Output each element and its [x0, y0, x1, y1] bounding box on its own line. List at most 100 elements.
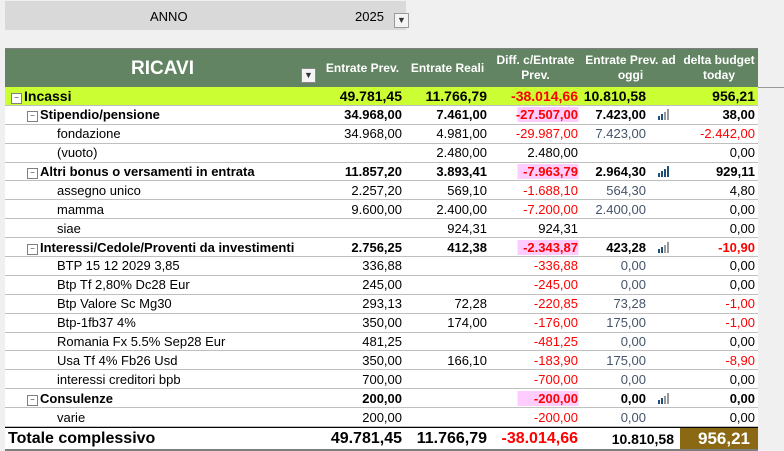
signal-bars-icon	[658, 392, 670, 404]
collapse-toggle-icon[interactable]: −	[11, 92, 22, 104]
cell-prev-ad-oggi	[581, 147, 680, 158]
category-row[interactable]: − Altri bonus o versamenti in entrata 11.8…	[5, 163, 758, 182]
anno-filter-value[interactable]: 2025	[355, 9, 384, 24]
row-label: Altri bonus o versamenti in entrata	[40, 164, 255, 179]
cell-entrate-prev: 336,88	[320, 258, 405, 273]
col-header-diff[interactable]: Diff. c/Entrate Prev.	[496, 53, 575, 82]
row-label: Btp-1fb37 4%	[57, 315, 136, 331]
cell-value: 924,31	[447, 220, 487, 236]
item-row[interactable]: Btp-1fb37 4% 350,00 174,00 -176,00 175,00 -1,…	[5, 314, 758, 333]
cell-diff: -7.963,79	[490, 164, 581, 179]
cell-delta-budget: 38,00	[680, 107, 758, 122]
item-row[interactable]: interessi creditori bpb 700,00 -700,00 0,00…	[5, 370, 758, 390]
cell-entrate-reali: 4.981,00	[405, 126, 490, 141]
item-row[interactable]: varie 200,00 -200,00 0,00 0,00	[5, 408, 758, 428]
cell-entrate-prev: 49.781,45	[320, 88, 405, 104]
category-row[interactable]: − Stipendio/pensione 34.968,00 7.461,00 -27.…	[5, 106, 758, 125]
cell-delta-budget: -10,90	[680, 240, 758, 255]
cell-value: 245,00	[362, 277, 402, 293]
row-filter-icon[interactable]: ▼	[301, 68, 316, 83]
item-row[interactable]: Romania Fx 5.5% Sep28 Eur 481,25 -481,25 0,…	[5, 333, 758, 352]
cell-prev-ad-oggi: 423,28	[581, 240, 680, 255]
category-row[interactable]: − Consulenze 200,00 -200,00 0,00 0,00	[5, 389, 758, 409]
cell-delta-budget: -1,00	[680, 296, 758, 311]
pivot-body: − Incassi 49.781,45 11.766,79 -38.014,66 10.8…	[5, 87, 758, 428]
cell-value: 0,00	[620, 258, 646, 274]
item-row[interactable]: Usa Tf 4% Fb26 Usd 350,00 166,10 -183,90 175…	[5, 351, 758, 371]
cell-diff: -29.987,00	[490, 126, 581, 141]
item-row[interactable]: assegno unico 2.257,20 569,10 -1.688,10 564,…	[5, 181, 758, 201]
cell-entrate-prev: 350,00	[320, 315, 405, 330]
item-row[interactable]: mamma 9.600,00 2.400,00 -7.200,00 2.400,00 0,…	[5, 200, 758, 220]
cell-value: -1,00	[725, 315, 755, 331]
cell-entrate-prev: 350,00	[320, 353, 405, 368]
cell-value: 73,28	[613, 296, 646, 312]
cell-entrate-prev: 700,00	[320, 372, 405, 387]
cell-value: 11.857,20	[344, 164, 402, 179]
filter-dropdown-icon[interactable]: ▼	[394, 13, 409, 28]
cell-value: -2.343,87	[523, 239, 578, 255]
cell-value: 924,31	[538, 220, 578, 236]
col-header-entrate-reali[interactable]: Entrate Reali	[410, 60, 485, 75]
category-row[interactable]: − Interessi/Cedole/Proventi da investimen…	[5, 238, 758, 258]
cell-entrate-reali: 166,10	[405, 353, 490, 368]
row-label-cell: varie	[5, 410, 320, 425]
row-label: Romania Fx 5.5% Sep28 Eur	[57, 334, 226, 350]
cell-value: 34.968,00	[344, 126, 402, 142]
collapse-toggle-icon[interactable]: −	[27, 394, 38, 406]
col-header-delta-budget[interactable]: delta budget today	[683, 53, 755, 82]
collapse-toggle-icon[interactable]: −	[27, 168, 38, 179]
row-label-cell: Romania Fx 5.5% Sep28 Eur	[5, 334, 320, 349]
collapse-toggle-icon[interactable]: −	[27, 111, 38, 123]
cell-value: 929,11	[715, 164, 755, 179]
item-row[interactable]: (vuoto) 2.480,00 2.480,00 0,00	[5, 144, 758, 163]
cell-value: 175,00	[606, 315, 646, 331]
cell-diff: -183,90	[490, 353, 581, 368]
row-label-cell: siae	[5, 221, 320, 236]
cell-entrate-reali: 3.893,41	[405, 164, 490, 179]
group-row[interactable]: − Incassi 49.781,45 11.766,79 -38.014,66 10.8…	[5, 87, 758, 106]
cell-value: -10,90	[718, 239, 755, 255]
row-label: varie	[57, 409, 86, 425]
collapse-toggle-icon[interactable]: −	[27, 243, 38, 255]
total-row: Totale complessivo 49.781,45 11.766,79 -…	[5, 427, 758, 451]
cell-diff: -200,00	[490, 390, 581, 406]
item-row[interactable]: fondazione 34.968,00 4.981,00 -29.987,00 7.4…	[5, 125, 758, 144]
cell-delta-budget: 0,00	[680, 410, 758, 425]
row-label: Btp Valore Sc Mg30	[57, 296, 172, 312]
cell-value: 0,00	[620, 334, 646, 350]
report-filter-bar: ANNO 2025 ▼	[5, 1, 409, 30]
cell-value: 350,00	[362, 352, 402, 368]
row-label-cell: assegno unico	[5, 183, 320, 198]
item-row[interactable]: BTP 15 12 2029 3,85 336,88 -336,88 0,00 0,00	[5, 257, 758, 276]
item-row[interactable]: Btp Valore Sc Mg30 293,13 72,28 -220,85 73,2…	[5, 295, 758, 314]
cell-delta-budget: 0,00	[680, 334, 758, 349]
item-row[interactable]: siae 924,31 924,31 0,00	[5, 219, 758, 239]
cell-delta-budget: -8,90	[680, 353, 758, 368]
col-header-prev-ad-oggi[interactable]: Entrate Prev. ad oggi	[585, 53, 676, 82]
cell-entrate-prev: 293,13	[320, 296, 405, 311]
cell-value: 11.766,79	[425, 87, 487, 104]
cell-diff: -245,00	[490, 277, 581, 292]
signal-bars-icon	[658, 241, 670, 253]
row-label-cell: Btp Valore Sc Mg30	[5, 296, 320, 311]
cell-value: 0,00	[620, 371, 646, 387]
cell-diff: -7.200,00	[490, 202, 581, 217]
cell-value: 7.423,00	[595, 107, 646, 123]
cell-entrate-reali: 2.480,00	[405, 145, 490, 160]
item-row[interactable]: Btp Tf 2,80% Dc28 Eur 245,00 -245,00 0,00 0,…	[5, 276, 758, 295]
cell-diff: -38.014,66	[490, 88, 581, 104]
row-label: Btp Tf 2,80% Dc28 Eur	[57, 277, 190, 293]
cell-value: 481,25	[362, 334, 402, 350]
cell-value: 4.981,00	[436, 126, 487, 142]
pivot-title: RICAVI ▼	[5, 49, 320, 87]
row-label: (vuoto)	[57, 145, 98, 161]
cell-value: 2.756,25	[351, 239, 402, 255]
cell-value: 0,00	[729, 334, 755, 350]
signal-bars-icon	[658, 109, 670, 121]
col-header-entrate-prev[interactable]: Entrate Prev.	[325, 60, 400, 75]
cell-value: -336,88	[533, 258, 578, 274]
cell-prev-ad-oggi: 175,00	[581, 353, 680, 368]
cell-delta-budget: 4,80	[680, 183, 758, 198]
cell-value: 0,00	[729, 371, 755, 387]
